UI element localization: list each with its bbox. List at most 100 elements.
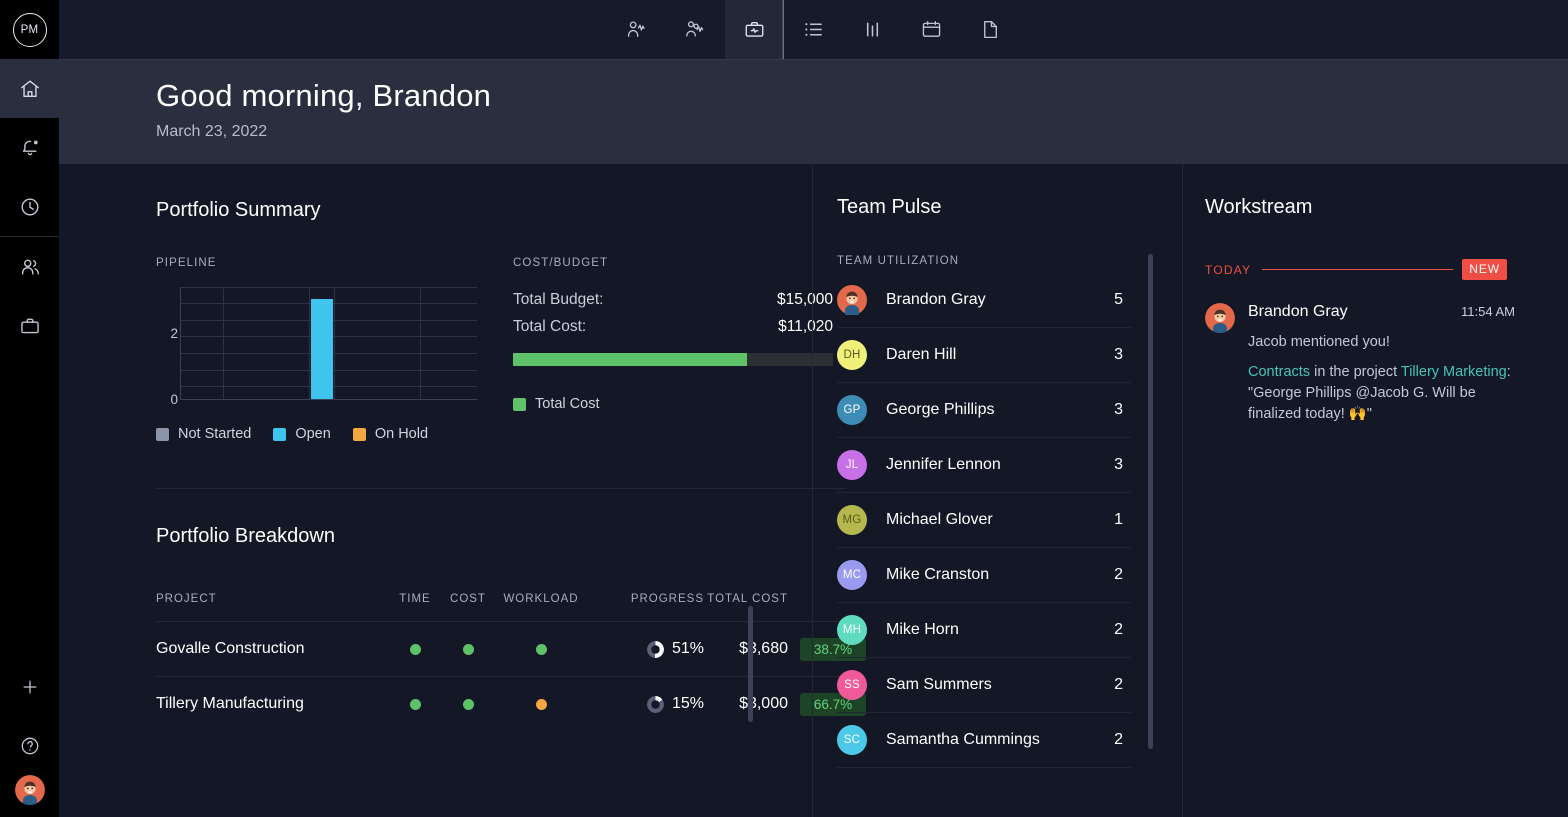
- tab-team-work[interactable]: [666, 0, 725, 59]
- main-area: Good morning, Brandon March 23, 2022 Por…: [59, 0, 1568, 817]
- cost-budget-label: COST/BUDGET: [513, 257, 609, 269]
- row-project-name: Govalle Construction: [156, 640, 305, 657]
- sidebar-item-timesheets[interactable]: [0, 177, 59, 236]
- avatar: DH: [837, 340, 867, 370]
- legend-label-not-started: Not Started: [178, 426, 252, 442]
- col-project: PROJECT: [156, 593, 217, 605]
- list-item[interactable]: JL Jennifer Lennon 3: [837, 438, 1131, 493]
- avatar: MH: [837, 615, 867, 645]
- legend-swatch-open: [273, 427, 287, 441]
- workstream-detail-line: Contracts in the project Tillery Marketi…: [1248, 362, 1515, 425]
- sidebar-item-team[interactable]: [0, 237, 59, 296]
- list-item[interactable]: Brandon Gray 5: [837, 273, 1131, 328]
- total-cost-row: Total Cost: $11,020: [513, 318, 833, 336]
- tab-dashboard[interactable]: [725, 0, 784, 59]
- row-total-cost: $3,680: [739, 640, 788, 657]
- status-dot-cost: [462, 643, 474, 655]
- legend-item-open: Open: [273, 426, 331, 442]
- tab-my-work[interactable]: [607, 0, 666, 59]
- team-member-count: 3: [1114, 456, 1123, 473]
- avatar: [837, 285, 867, 315]
- left-rail: PM: [0, 0, 59, 817]
- workstream-author: Brandon Gray: [1248, 303, 1348, 320]
- portfolio-breakdown-table: PROJECT TIME COST WORKLOAD PROGRESS TOTA…: [156, 593, 866, 731]
- team-member-name: Brandon Gray: [886, 291, 986, 308]
- avatar: SS: [837, 670, 867, 700]
- portfolio-breakdown-title: Portfolio Breakdown: [156, 525, 335, 547]
- workstream-link-contracts[interactable]: Contracts: [1248, 364, 1311, 380]
- list-item[interactable]: MC Mike Cranston 2: [837, 548, 1131, 603]
- workstream-item[interactable]: Brandon Gray 11:54 AM Jacob mentioned yo…: [1205, 303, 1515, 425]
- workstream-item-header: Brandon Gray 11:54 AM: [1248, 303, 1515, 321]
- team-member-name: Michael Glover: [886, 511, 993, 528]
- total-budget-value: $15,000: [776, 291, 833, 308]
- app-logo[interactable]: PM: [0, 0, 59, 59]
- team-member-name: Jennifer Lennon: [886, 456, 1001, 473]
- sidebar-item-notifications[interactable]: [0, 118, 59, 177]
- people-icon: [19, 256, 41, 278]
- help-icon: [19, 735, 41, 757]
- chart-plot-area: [180, 287, 477, 400]
- bell-icon: [19, 137, 41, 159]
- workstream-today-divider: TODAY NEW: [1205, 259, 1507, 280]
- team-member-count: 2: [1114, 621, 1123, 638]
- team-utilization-label: TEAM UTILIZATION: [837, 255, 960, 267]
- breakdown-scrollbar[interactable]: [748, 606, 753, 722]
- sidebar-item-help[interactable]: [0, 716, 59, 775]
- progress-value: 15%: [671, 695, 704, 712]
- legend-item-on-hold: On Hold: [352, 426, 428, 442]
- team-pulse-panel: Team Pulse TEAM UTILIZATION Brandon Gray…: [813, 164, 1182, 768]
- legend-swatch-on-hold: [352, 427, 366, 441]
- col-total-cost: TOTAL COST: [707, 593, 788, 605]
- avatar: JL: [837, 450, 867, 480]
- list-icon: [802, 18, 825, 41]
- tab-gantt[interactable]: [843, 0, 902, 59]
- today-label: TODAY: [1205, 262, 1252, 277]
- tab-calendar[interactable]: [902, 0, 961, 59]
- workstream-title: Workstream: [1205, 196, 1313, 218]
- list-item[interactable]: MH Mike Horn 2: [837, 603, 1131, 658]
- plus-icon: [20, 677, 40, 697]
- sidebar-item-home[interactable]: [0, 59, 59, 118]
- team-member-name: Mike Horn: [886, 621, 959, 638]
- cost-progress-fill: [513, 353, 747, 366]
- user-avatar[interactable]: [14, 775, 45, 805]
- person-activity-icon: [625, 18, 648, 41]
- briefcase-icon: [19, 315, 41, 337]
- team-pulse-scrollbar[interactable]: [1148, 254, 1153, 749]
- list-item[interactable]: MG Michael Glover 1: [837, 493, 1131, 548]
- list-item[interactable]: GP George Phillips 3: [837, 383, 1131, 438]
- top-bar: [59, 0, 1568, 59]
- table-row[interactable]: Tillery Manufacturing 15% $3,000 66.7%: [156, 676, 866, 731]
- list-item[interactable]: DH Daren Hill 3: [837, 328, 1131, 383]
- team-member-count: 2: [1114, 731, 1123, 748]
- legend-label-open: Open: [295, 426, 331, 442]
- workstream-mid-text: in the project: [1310, 364, 1401, 380]
- row-total-cost: $3,000: [739, 695, 788, 712]
- pipeline-legend: Not Started Open On Hold: [156, 426, 513, 442]
- list-item[interactable]: SS Sam Summers 2: [837, 658, 1131, 713]
- team-member-count: 3: [1114, 401, 1123, 418]
- list-item[interactable]: SC Samantha Cummings 2: [837, 713, 1131, 768]
- row-progress: 51%: [588, 640, 704, 658]
- row-project-name: Tillery Manufacturing: [156, 695, 304, 712]
- calendar-icon: [920, 18, 943, 41]
- workstream-avatar: [1205, 303, 1235, 333]
- progress-donut-icon: [646, 695, 664, 713]
- sidebar-item-add[interactable]: [0, 657, 59, 716]
- tab-list[interactable]: [784, 0, 843, 59]
- logo-text: PM: [12, 12, 47, 47]
- table-row[interactable]: Govalle Construction 51% $3,680 38.7%: [156, 621, 866, 676]
- team-pulse-title: Team Pulse: [837, 196, 942, 218]
- team-member-count: 3: [1114, 346, 1123, 363]
- gantt-icon: [861, 18, 884, 41]
- workstream-link-project[interactable]: Tillery Marketing: [1400, 364, 1507, 380]
- team-member-name: Daren Hill: [886, 346, 957, 363]
- tab-docs[interactable]: [961, 0, 1020, 59]
- workstream-rest-text: : "George Phillips @Jacob G. Will be fin…: [1248, 364, 1511, 422]
- status-dot-workload: [535, 698, 547, 710]
- workstream-item-body: Brandon Gray 11:54 AM Jacob mentioned yo…: [1248, 303, 1515, 425]
- section-divider: [156, 488, 846, 489]
- sidebar-item-projects[interactable]: [0, 296, 59, 355]
- y-tick-0: 0: [170, 392, 178, 407]
